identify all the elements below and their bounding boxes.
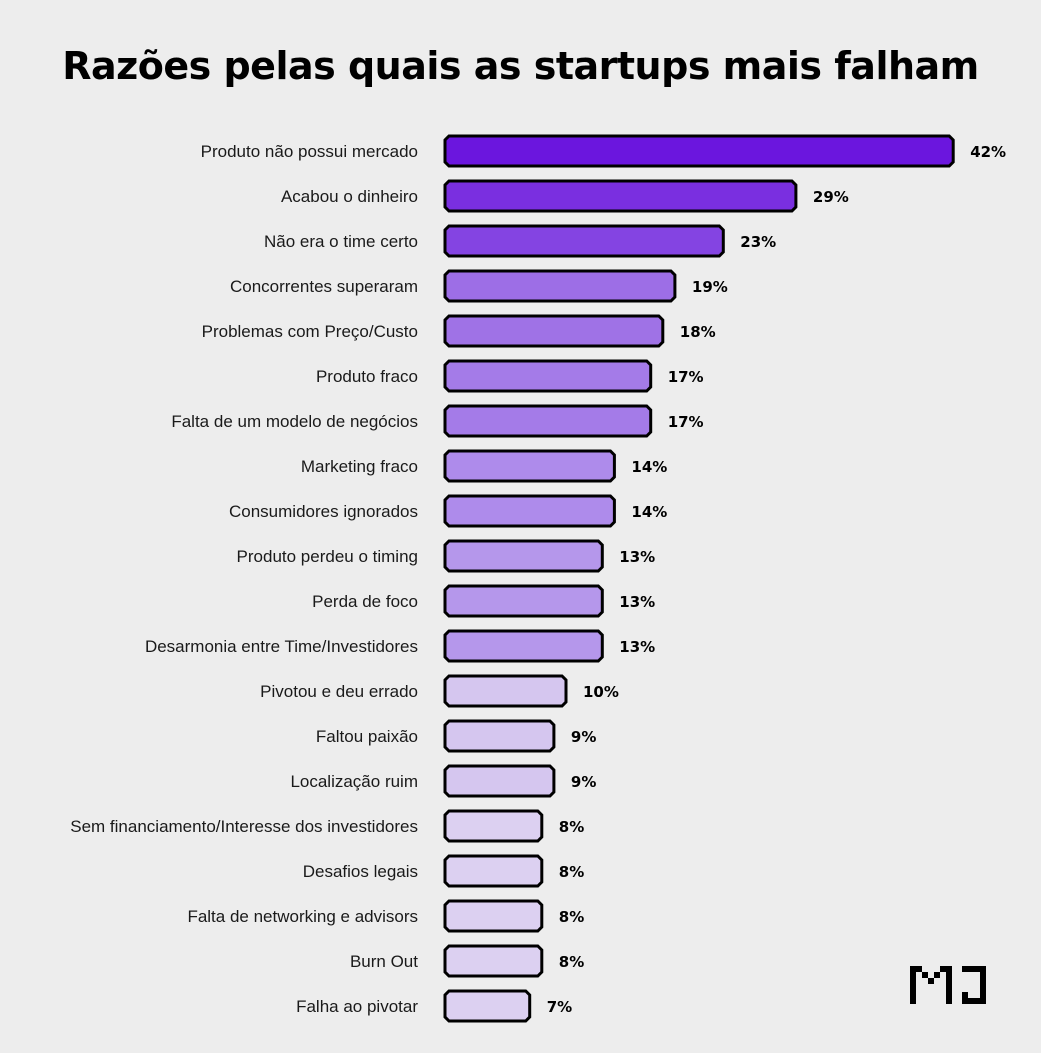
value-label: 13% <box>619 638 655 656</box>
bar <box>443 629 604 663</box>
bar-row: Marketing fraco 14% <box>301 449 667 483</box>
bar-row: Faltou paixão 9% <box>316 719 596 753</box>
value-label: 19% <box>692 278 728 296</box>
bar <box>443 224 725 258</box>
bar-row: Falta de networking e advisors 8% <box>187 899 584 933</box>
category-label: Faltou paixão <box>316 727 418 746</box>
bar-row: Localização ruim 9% <box>290 764 596 798</box>
value-label: 14% <box>631 503 667 521</box>
bar <box>443 899 544 933</box>
bar <box>443 854 544 888</box>
bar-row: Consumidores ignorados 14% <box>229 494 667 528</box>
bar <box>443 449 616 483</box>
value-label: 8% <box>559 908 584 926</box>
category-label: Problemas com Preço/Custo <box>202 322 418 341</box>
bar <box>443 539 604 573</box>
bar-row: Pivotou e deu errado 10% <box>260 674 619 708</box>
category-label: Falta de um modelo de negócios <box>171 412 418 431</box>
value-label: 18% <box>680 323 716 341</box>
value-label: 7% <box>547 998 572 1016</box>
bar <box>443 179 798 213</box>
value-label: 8% <box>559 818 584 836</box>
bar-row: Acabou o dinheiro 29% <box>281 179 849 213</box>
bar <box>443 404 653 438</box>
category-label: Falta de networking e advisors <box>187 907 418 926</box>
bar-row: Perda de foco 13% <box>312 584 655 618</box>
bar <box>443 944 544 978</box>
mj-logo <box>910 966 986 1004</box>
value-label: 14% <box>631 458 667 476</box>
category-label: Burn Out <box>350 952 418 971</box>
value-label: 8% <box>559 953 584 971</box>
bar-row: Desarmonia entre Time/Investidores 13% <box>145 629 655 663</box>
category-label: Acabou o dinheiro <box>281 187 418 206</box>
bar <box>443 359 653 393</box>
category-label: Produto não possui mercado <box>201 142 418 161</box>
value-label: 13% <box>619 593 655 611</box>
value-label: 42% <box>970 143 1006 161</box>
bar-row: Sem financiamento/Interesse dos investid… <box>70 809 584 843</box>
category-label: Localização ruim <box>290 772 418 791</box>
bar-row: Produto fraco 17% <box>316 359 704 393</box>
value-label: 13% <box>619 548 655 566</box>
bar <box>443 674 568 708</box>
bar <box>443 494 616 528</box>
bar <box>443 269 677 303</box>
category-label: Perda de foco <box>312 592 418 611</box>
bar-row: Burn Out 8% <box>350 944 584 978</box>
bar-row: Concorrentes superaram 19% <box>230 269 728 303</box>
bar <box>443 314 665 348</box>
value-label: 29% <box>813 188 849 206</box>
category-label: Consumidores ignorados <box>229 502 418 521</box>
bar <box>443 134 955 168</box>
bar <box>443 584 604 618</box>
chart-title: Razões pelas quais as startups mais falh… <box>62 44 979 88</box>
value-label: 17% <box>668 368 704 386</box>
value-label: 9% <box>571 728 596 746</box>
value-label: 10% <box>583 683 619 701</box>
category-label: Desafios legais <box>303 862 418 881</box>
value-label: 9% <box>571 773 596 791</box>
bar-row: Falta de um modelo de negócios 17% <box>171 404 704 438</box>
category-label: Não era o time certo <box>264 232 418 251</box>
value-label: 17% <box>668 413 704 431</box>
bar <box>443 809 544 843</box>
bar <box>443 764 556 798</box>
bar-row: Problemas com Preço/Custo 18% <box>202 314 716 348</box>
bar <box>443 989 532 1023</box>
bar-row: Desafios legais 8% <box>303 854 584 888</box>
bar-row: Não era o time certo 23% <box>264 224 776 258</box>
category-label: Produto fraco <box>316 367 418 386</box>
category-label: Pivotou e deu errado <box>260 682 418 701</box>
category-label: Produto perdeu o timing <box>237 547 418 566</box>
category-label: Falha ao pivotar <box>296 997 418 1016</box>
category-label: Sem financiamento/Interesse dos investid… <box>70 817 418 836</box>
category-label: Marketing fraco <box>301 457 418 476</box>
bar-row: Falha ao pivotar 7% <box>296 989 572 1023</box>
bar-row: Produto perdeu o timing 13% <box>237 539 655 573</box>
category-label: Concorrentes superaram <box>230 277 418 296</box>
category-label: Desarmonia entre Time/Investidores <box>145 637 418 656</box>
value-label: 8% <box>559 863 584 881</box>
bar-row: Produto não possui mercado 42% <box>201 134 1006 168</box>
bar <box>443 719 556 753</box>
value-label: 23% <box>740 233 776 251</box>
